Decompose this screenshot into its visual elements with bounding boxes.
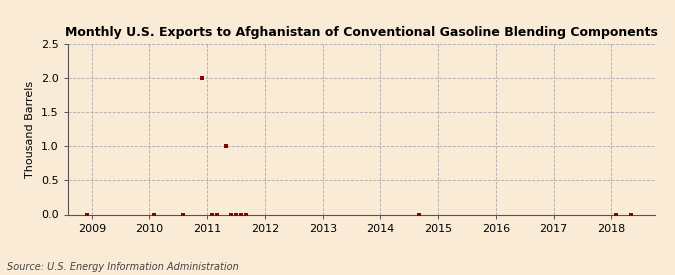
Point [226, 212, 237, 217]
Point [611, 212, 622, 217]
Point [149, 212, 160, 217]
Title: Monthly U.S. Exports to Afghanistan of Conventional Gasoline Blending Components: Monthly U.S. Exports to Afghanistan of C… [65, 26, 657, 39]
Y-axis label: Thousand Barrels: Thousand Barrels [25, 81, 35, 178]
Text: Source: U.S. Energy Information Administration: Source: U.S. Energy Information Administ… [7, 262, 238, 272]
Point [211, 212, 222, 217]
Point [414, 212, 425, 217]
Point [625, 212, 636, 217]
Point [236, 212, 246, 217]
Point [240, 212, 251, 217]
Point [82, 212, 92, 217]
Point [197, 76, 208, 80]
Point [178, 212, 188, 217]
Point [207, 212, 217, 217]
Point [221, 144, 232, 148]
Point [231, 212, 242, 217]
